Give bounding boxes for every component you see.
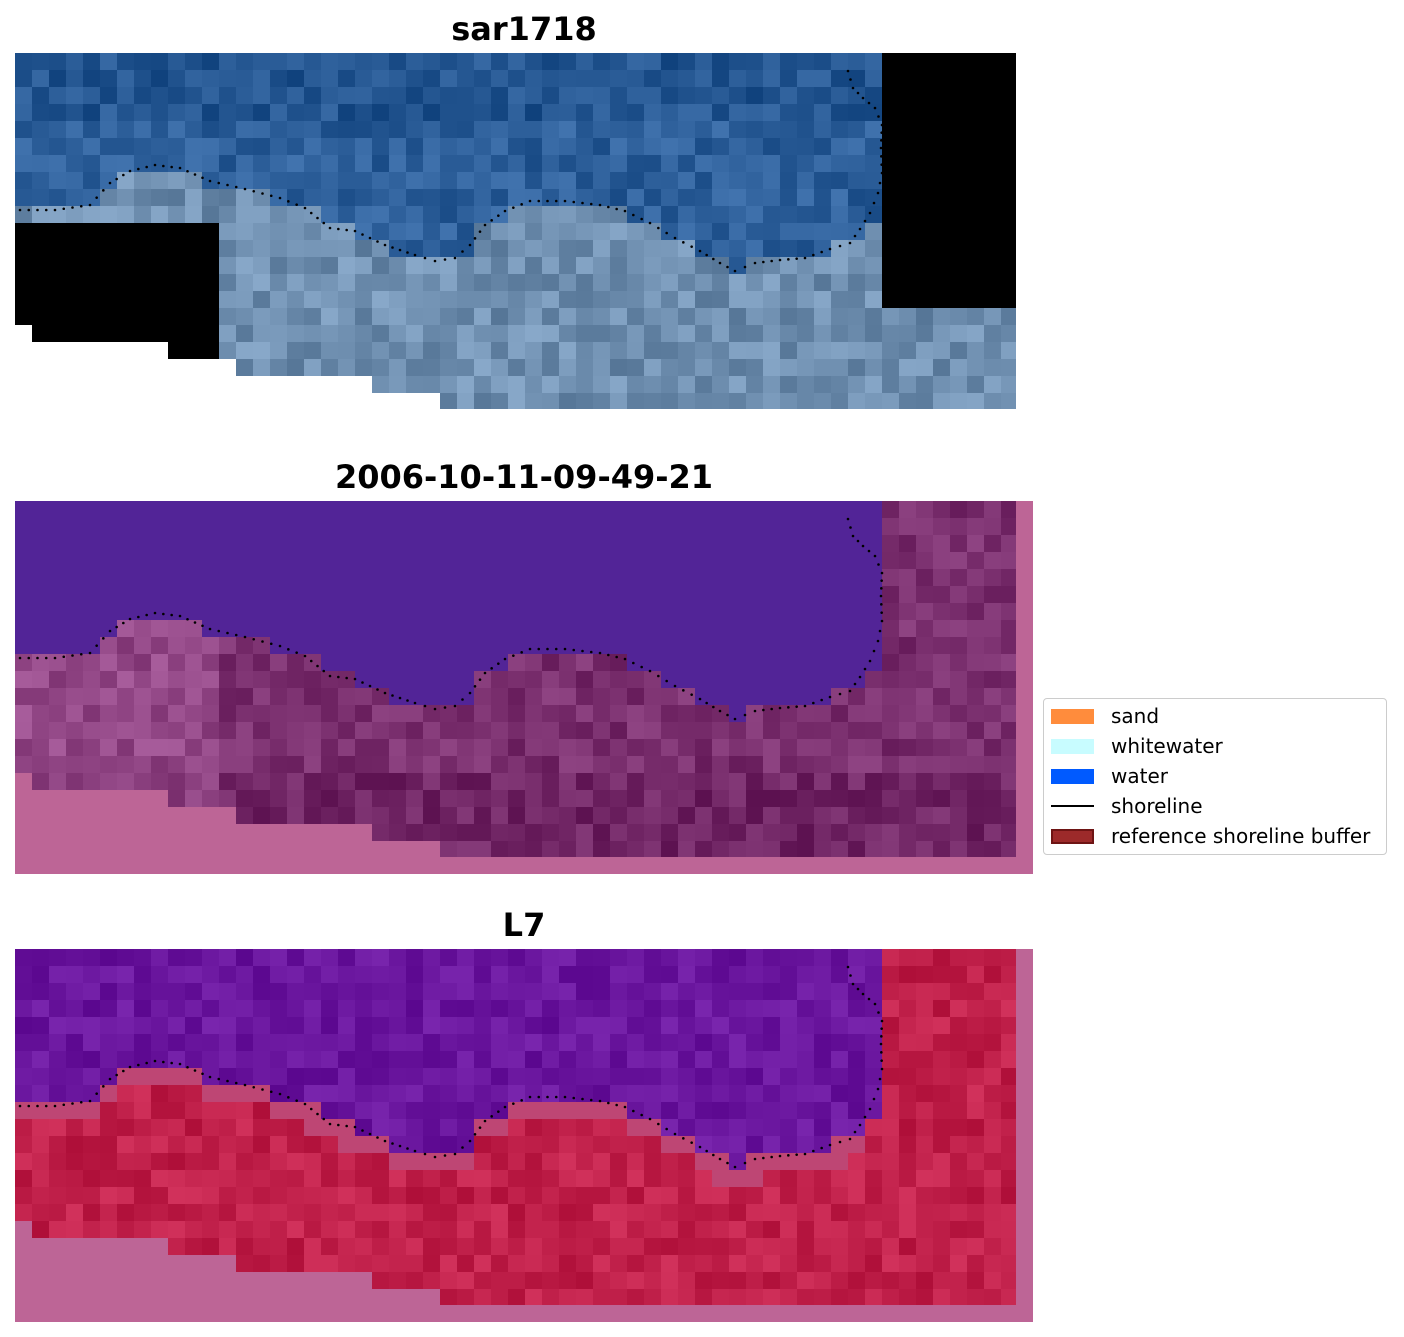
whitewater-swatch bbox=[1051, 738, 1094, 754]
classified-image-panel bbox=[15, 501, 1033, 874]
shoreline-dotted-line bbox=[18, 517, 884, 721]
shoreline-dotted-line bbox=[18, 69, 884, 273]
legend-item-shoreline: shoreline bbox=[1051, 791, 1203, 821]
reference-buffer-swatch bbox=[1051, 828, 1094, 844]
sand-swatch bbox=[1051, 708, 1094, 724]
legend-label-shoreline: shoreline bbox=[1111, 794, 1203, 818]
shoreline-dotted-line bbox=[18, 965, 884, 1169]
legend-label-reference-buffer: reference shoreline buffer bbox=[1111, 824, 1371, 848]
shoreline-line-symbol bbox=[1051, 805, 1094, 807]
legend-label-whitewater: whitewater bbox=[1111, 734, 1223, 758]
water-swatch bbox=[1051, 768, 1094, 784]
legend-label-water: water bbox=[1111, 764, 1168, 788]
legend-item-water: water bbox=[1051, 761, 1168, 791]
legend-label-sand: sand bbox=[1111, 704, 1160, 728]
legend-item-sand: sand bbox=[1051, 701, 1159, 731]
legend-item-reference-buffer: reference shoreline buffer bbox=[1051, 821, 1370, 851]
index-image-panel bbox=[15, 949, 1033, 1322]
panel-title-index: L7 bbox=[502, 906, 546, 944]
panel-title-rgb: sar1718 bbox=[451, 10, 597, 48]
legend-item-whitewater: whitewater bbox=[1051, 731, 1223, 761]
panel-title-classified: 2006-10-11-09-49-21 bbox=[334, 458, 714, 496]
legend: sand whitewater water shoreline referenc… bbox=[1043, 698, 1387, 855]
rgb-image-panel bbox=[15, 53, 1016, 409]
